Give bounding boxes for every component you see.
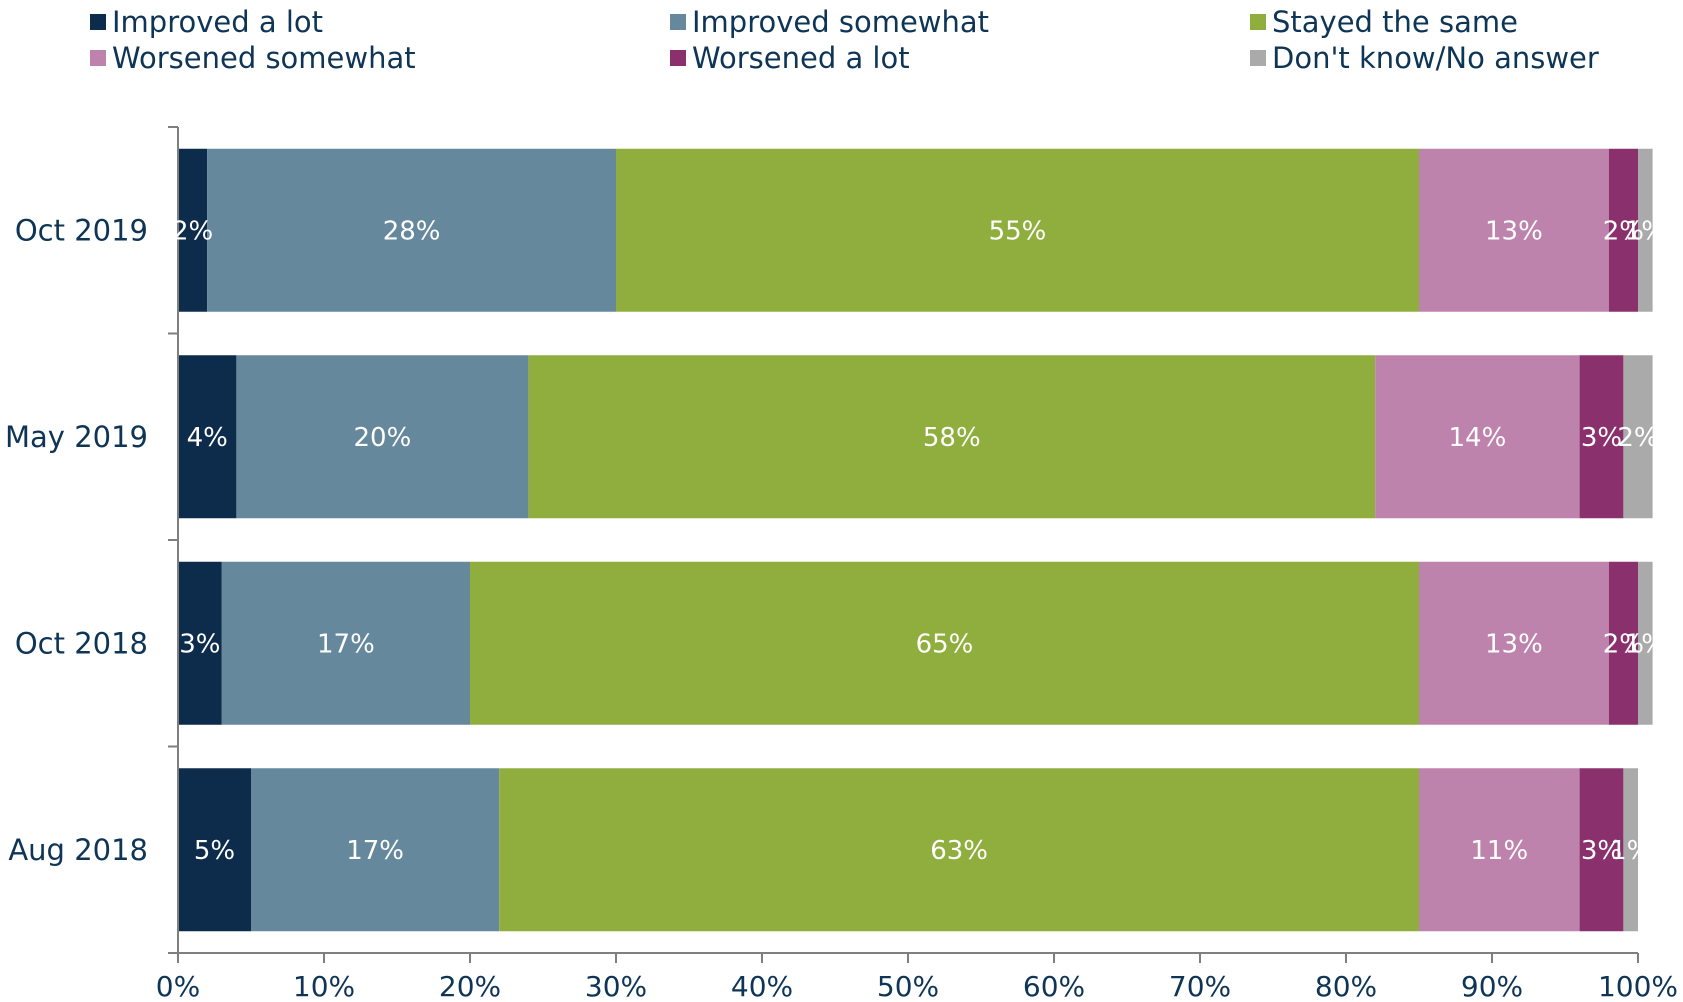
bar-aug-2018-worsened-a-lot (1579, 768, 1624, 932)
data-label-aug-2018-stayed-the-same: 63% (930, 836, 988, 866)
category-label-aug-2018: Aug 2018 (8, 833, 148, 867)
legend-label-stayed-the-same: Stayed the same (1272, 5, 1518, 39)
legend-swatch-improved-somewhat (670, 14, 686, 30)
legend-swatch-worsened-somewhat (90, 50, 106, 66)
bar-may-2019-improved-somewhat (236, 355, 529, 519)
bar-oct-2019-improved-a-lot (178, 148, 208, 312)
data-label-aug-2018-don-t-know-no-answer: 1% (1610, 836, 1651, 866)
data-label-may-2019-worsened-a-lot: 3% (1581, 423, 1622, 453)
x-tick-label-90: 90% (1461, 970, 1523, 1002)
bar-may-2019-worsened-a-lot (1579, 355, 1624, 519)
bar-may-2019-don-t-know-no-answer (1623, 355, 1653, 519)
legend-swatch-don-t-know-no-answer (1250, 50, 1266, 66)
data-label-oct-2019-worsened-somewhat: 13% (1485, 216, 1543, 246)
x-tick-label-60: 60% (1023, 970, 1085, 1002)
bar-aug-2018-stayed-the-same (499, 768, 1419, 932)
data-label-oct-2018-worsened-somewhat: 13% (1485, 629, 1543, 659)
data-label-oct-2018-don-t-know-no-answer: 1% (1625, 629, 1666, 659)
bar-may-2019-worsened-somewhat (1375, 355, 1580, 519)
data-labels: 2% 28% 55% 13% 2%1%4% 20% 58% 14% 3%2%3% 17% 65% 13… (172, 216, 1666, 866)
bar-oct-2019-worsened-somewhat (1419, 148, 1609, 312)
legend-label-don-t-know-no-answer: Don't know/No answer (1272, 41, 1599, 75)
bar-aug-2018-worsened-somewhat (1419, 768, 1580, 932)
bar-aug-2018-improved-somewhat (251, 768, 500, 932)
legend-label-worsened-somewhat: Worsened somewhat (112, 41, 416, 75)
bar-aug-2018-don-t-know-no-answer (1623, 768, 1638, 932)
bar-may-2019-stayed-the-same (528, 355, 1376, 519)
data-label-oct-2018-improved-a-lot: 3% (179, 629, 220, 659)
bars (178, 148, 1653, 932)
bar-oct-2019-don-t-know-no-answer (1638, 148, 1653, 312)
bar-oct-2018-improved-somewhat (221, 561, 470, 725)
data-label-oct-2018-improved-somewhat: 17% (317, 629, 375, 659)
category-label-oct-2018: Oct 2018 (15, 626, 148, 660)
legend-swatch-improved-a-lot (90, 14, 106, 30)
bar-oct-2018-worsened-a-lot (1608, 561, 1638, 725)
legend-label-improved-a-lot: Improved a lot (112, 5, 323, 39)
data-label-may-2019-improved-a-lot: 4% (187, 423, 228, 453)
legend-swatch-stayed-the-same (1250, 14, 1266, 30)
data-label-oct-2019-improved-a-lot: 2% (172, 216, 213, 246)
axes (168, 126, 1639, 963)
data-label-aug-2018-improved-somewhat: 17% (346, 836, 404, 866)
data-label-may-2019-stayed-the-same: 58% (923, 423, 981, 453)
legend-label-improved-somewhat: Improved somewhat (692, 5, 989, 39)
data-label-oct-2019-don-t-know-no-answer: 1% (1625, 216, 1666, 246)
bar-oct-2018-don-t-know-no-answer (1638, 561, 1653, 725)
bar-oct-2018-stayed-the-same (470, 561, 1419, 725)
bar-oct-2019-improved-somewhat (207, 148, 616, 312)
legend-label-worsened-a-lot: Worsened a lot (692, 41, 910, 75)
data-label-oct-2019-stayed-the-same: 55% (989, 216, 1047, 246)
x-tick-label-70: 70% (1169, 970, 1231, 1002)
data-label-may-2019-worsened-somewhat: 14% (1449, 423, 1507, 453)
x-tick-label-100: 100% (1598, 970, 1678, 1002)
x-tick-label-40: 40% (731, 970, 793, 1002)
data-label-oct-2018-worsened-a-lot: 2% (1603, 629, 1644, 659)
data-label-oct-2018-stayed-the-same: 65% (916, 629, 974, 659)
data-label-may-2019-improved-somewhat: 20% (354, 423, 412, 453)
x-tick-label-0: 0% (156, 970, 200, 1002)
data-label-oct-2019-improved-somewhat: 28% (383, 216, 441, 246)
bar-oct-2019-worsened-a-lot (1608, 148, 1638, 312)
x-tick-label-20: 20% (439, 970, 501, 1002)
category-labels: Oct 2019 May 2019 Oct 2018 Aug 2018 (5, 213, 148, 867)
bar-oct-2018-improved-a-lot (178, 561, 222, 725)
bar-oct-2018-worsened-somewhat (1419, 561, 1609, 725)
bar-oct-2019-stayed-the-same (616, 148, 1419, 312)
data-label-aug-2018-improved-a-lot: 5% (194, 836, 235, 866)
legend: Improved a lot Improved somewhat Stayed th… (90, 5, 1599, 75)
x-tick-label-50: 50% (877, 970, 939, 1002)
category-label-oct-2019: Oct 2019 (15, 213, 148, 247)
category-label-may-2019: May 2019 (5, 420, 148, 454)
x-tick-labels: 0% 10% 20% 30% 40% 50% 60% 70% 80% 90% 100% (156, 970, 1678, 1002)
bar-aug-2018-improved-a-lot (178, 768, 251, 932)
data-label-may-2019-don-t-know-no-answer: 2% (1617, 423, 1658, 453)
x-tick-label-30: 30% (585, 970, 647, 1002)
data-label-aug-2018-worsened-somewhat: 11% (1470, 836, 1528, 866)
data-label-aug-2018-worsened-a-lot: 3% (1581, 836, 1622, 866)
bar-may-2019-improved-a-lot (178, 355, 237, 519)
x-tick-label-10: 10% (293, 970, 355, 1002)
data-label-oct-2019-worsened-a-lot: 2% (1603, 216, 1644, 246)
x-tick-label-80: 80% (1315, 970, 1377, 1002)
legend-swatch-worsened-a-lot (670, 50, 686, 66)
